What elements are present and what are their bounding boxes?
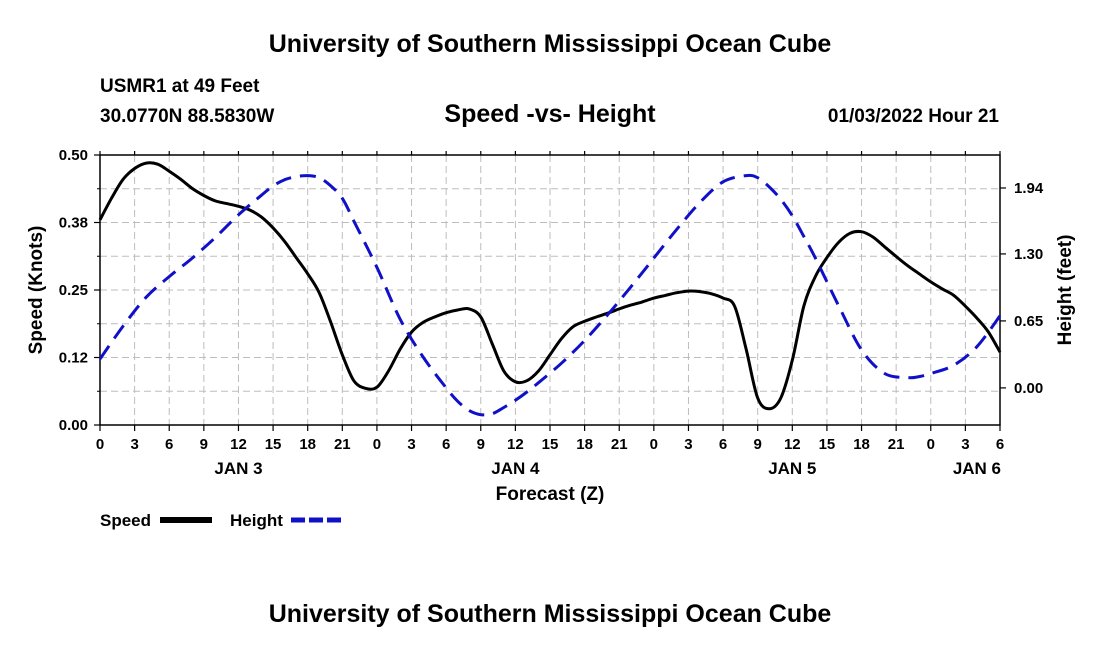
x-tick-label: 21 bbox=[334, 436, 351, 453]
x-tick-label: 9 bbox=[754, 436, 762, 453]
grid bbox=[100, 155, 1000, 425]
x-tick-label: 0 bbox=[650, 436, 658, 453]
axis-labels: 0 3 6 9 12 15 18 21 0 3 6 9 12 15 18 21 0 3 6 9 12 15 18 21 0 3 6 J… bbox=[59, 147, 1044, 478]
x-tick-label: 18 bbox=[853, 436, 870, 453]
x-tick-label: 9 bbox=[200, 436, 208, 453]
x-tick-label: 15 bbox=[542, 436, 559, 453]
x-day-label: JAN 5 bbox=[768, 459, 816, 478]
x-day-label: JAN 6 bbox=[953, 459, 1001, 478]
y-left-tick-label: 0.25 bbox=[59, 282, 88, 299]
x-tick-label: 6 bbox=[719, 436, 727, 453]
series-line-height bbox=[98, 173, 1002, 417]
x-tick-label: 9 bbox=[477, 436, 485, 453]
x-tick-label: 12 bbox=[230, 436, 247, 453]
x-tick-label: 12 bbox=[507, 436, 524, 453]
x-tick-label: 3 bbox=[130, 436, 138, 453]
station-coordinates: 30.0770N 88.5830W bbox=[100, 106, 275, 127]
x-tick-label: 15 bbox=[819, 436, 836, 453]
x-tick-label: 12 bbox=[784, 436, 801, 453]
legend: Speed Height bbox=[100, 511, 343, 530]
page-title: University of Southern Mississippi Ocean… bbox=[268, 30, 832, 58]
x-tick-label: 21 bbox=[611, 436, 628, 453]
legend-speed-label: Speed bbox=[100, 511, 151, 530]
y-left-tick-label: 0.38 bbox=[59, 215, 88, 232]
y-axis-right-label: Height (feet) bbox=[1055, 235, 1076, 346]
x-day-label: JAN 4 bbox=[491, 459, 540, 478]
ticks bbox=[94, 151, 1006, 431]
x-axis-label: Forecast (Z) bbox=[496, 484, 605, 505]
x-tick-label: 3 bbox=[961, 436, 969, 453]
x-tick-label: 18 bbox=[299, 436, 316, 453]
forecast-datetime: 01/03/2022 Hour 21 bbox=[827, 106, 999, 127]
series bbox=[98, 161, 1002, 417]
y-left-tick-label: 0.50 bbox=[59, 147, 88, 164]
y-left-tick-label: 0.12 bbox=[59, 350, 88, 367]
series-line-speed bbox=[98, 161, 1002, 411]
x-tick-label: 18 bbox=[576, 436, 593, 453]
x-tick-label: 6 bbox=[442, 436, 450, 453]
x-tick-label: 0 bbox=[927, 436, 935, 453]
x-tick-label: 6 bbox=[996, 436, 1004, 453]
y-right-tick-label: 1.94 bbox=[1014, 180, 1044, 197]
x-tick-label: 3 bbox=[407, 436, 415, 453]
x-tick-label: 0 bbox=[373, 436, 381, 453]
x-tick-label: 3 bbox=[684, 436, 692, 453]
y-axis-left-label: Speed (Knots) bbox=[26, 226, 47, 355]
legend-height-label: Height bbox=[230, 511, 283, 530]
y-right-tick-label: 1.30 bbox=[1014, 246, 1043, 263]
footer-title: University of Southern Mississippi Ocean… bbox=[268, 600, 832, 628]
x-tick-label: 21 bbox=[888, 436, 905, 453]
x-tick-label: 6 bbox=[165, 436, 173, 453]
y-left-tick-label: 0.00 bbox=[59, 417, 88, 434]
x-tick-label: 15 bbox=[265, 436, 282, 453]
y-right-tick-label: 0.65 bbox=[1014, 313, 1043, 330]
x-day-label: JAN 3 bbox=[214, 459, 262, 478]
x-tick-label: 0 bbox=[96, 436, 104, 453]
y-right-tick-label: 0.00 bbox=[1014, 380, 1043, 397]
chart-title: Speed -vs- Height bbox=[444, 100, 656, 128]
station-label: USMR1 at 49 Feet bbox=[100, 76, 260, 97]
